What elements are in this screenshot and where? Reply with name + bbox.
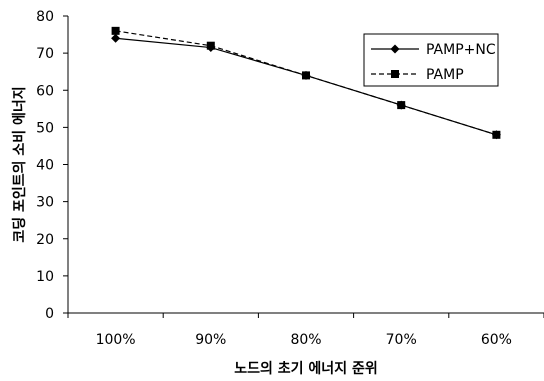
data-point-pamp-nc <box>111 33 121 43</box>
data-point-pamp-nc <box>206 43 216 53</box>
y-tick-label: 0 <box>45 306 54 322</box>
x-tick-label: 60% <box>481 332 512 348</box>
data-point-pamp-nc <box>491 130 501 140</box>
series-pamp-nc <box>111 33 501 140</box>
y-tick-label: 70 <box>36 46 54 62</box>
x-axis-title: 노드의 초기 에너지 준위 <box>234 360 377 377</box>
legend-label-pamp: PAMP <box>426 67 464 83</box>
x-axis-ticks: 100% 90% 80% 70% 60% <box>67 313 544 348</box>
y-axis-ticks: 0 10 20 30 40 50 60 70 80 <box>36 9 68 322</box>
legend-box <box>363 33 499 87</box>
y-axis-title: 코딩 포인트의 소비 에너지 <box>11 86 28 242</box>
x-tick-label: 90% <box>195 332 226 348</box>
y-tick-label: 80 <box>36 9 54 25</box>
y-tick-label: 20 <box>36 232 54 248</box>
y-tick-label: 30 <box>36 195 54 211</box>
legend-marker-pamp <box>391 70 399 78</box>
y-tick-label: 40 <box>36 158 54 174</box>
legend-label-pamp-nc: PAMP+NC <box>426 42 496 58</box>
data-point-pamp <box>111 26 120 35</box>
x-tick-label: 70% <box>386 332 417 348</box>
legend-marker-pamp-nc <box>390 44 400 54</box>
y-tick-label: 50 <box>36 120 54 136</box>
series-layer <box>111 26 501 140</box>
legend: PAMP+NC PAMP <box>363 33 499 87</box>
data-point-pamp-nc <box>396 100 406 110</box>
y-tick-label: 10 <box>36 269 54 285</box>
data-point-pamp-nc <box>301 70 311 80</box>
x-tick-label: 100% <box>96 332 136 348</box>
y-tick-label: 60 <box>36 83 54 99</box>
x-tick-label: 80% <box>290 332 321 348</box>
legend-items: PAMP+NC PAMP <box>371 42 496 83</box>
